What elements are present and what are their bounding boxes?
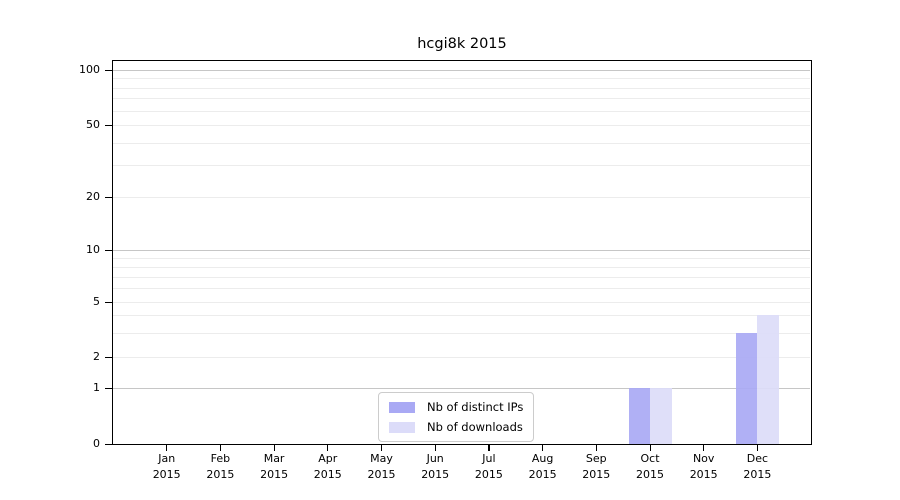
x-tick-label-jul: Jul 2015 <box>474 452 503 481</box>
gridline-minor-50 <box>113 125 810 126</box>
gridline-minor-80 <box>113 87 810 89</box>
legend-swatch-downloads <box>389 421 415 433</box>
y-tick-2 <box>105 356 112 358</box>
y-tick-50 <box>105 124 112 126</box>
x-tick-jul <box>488 444 490 451</box>
y-tick-label-50: 50 <box>86 118 100 131</box>
x-tick-mar <box>273 444 275 451</box>
y-tick-100 <box>105 69 112 71</box>
gridline-minor-8 <box>113 266 810 268</box>
gridline-major-10 <box>113 250 810 251</box>
gridline-minor-9 <box>113 257 810 259</box>
gridline-minor-4 <box>113 315 810 317</box>
gridline-minor-6 <box>113 288 810 290</box>
x-tick-label-jun: Jun 2015 <box>421 452 450 481</box>
gridline-minor-7 <box>113 276 810 278</box>
y-tick-1 <box>105 387 112 389</box>
gridline-minor-90 <box>113 78 810 80</box>
x-tick-label-mar: Mar 2015 <box>260 452 289 481</box>
gridline-minor-20 <box>113 197 810 198</box>
x-tick-jun <box>434 444 436 451</box>
x-tick-label-aug: Aug 2015 <box>528 452 557 481</box>
gridline-minor-60 <box>113 110 810 112</box>
gridline-major-100 <box>113 70 810 71</box>
x-tick-label-jan: Jan 2015 <box>152 452 181 481</box>
chart-title: hcgi8k 2015 <box>417 36 507 52</box>
y-tick-10 <box>105 249 112 251</box>
gridline-minor-70 <box>113 98 810 100</box>
x-tick-label-dec: Dec 2015 <box>743 452 772 481</box>
gridline-minor-30 <box>113 165 810 167</box>
x-tick-sep <box>595 444 597 451</box>
legend: Nb of distinct IPs Nb of downloads <box>378 392 535 442</box>
y-tick-20 <box>105 196 112 198</box>
y-tick-label-2: 2 <box>93 350 100 363</box>
legend-row-distinct-ips: Nb of distinct IPs <box>389 400 523 414</box>
legend-label-downloads: Nb of downloads <box>427 420 523 434</box>
x-tick-jan <box>166 444 168 451</box>
x-tick-label-feb: Feb 2015 <box>206 452 235 481</box>
x-tick-feb <box>219 444 222 451</box>
x-tick-label-apr: Apr 2015 <box>313 452 342 481</box>
x-tick-nov <box>703 444 705 451</box>
x-tick-apr <box>327 444 329 451</box>
y-tick-label-10: 10 <box>86 243 100 256</box>
gridline-minor-2 <box>113 357 810 358</box>
x-tick-label-nov: Nov 2015 <box>689 452 718 481</box>
bar-distinct-ips-dec <box>735 332 758 444</box>
bar-downloads-dec <box>757 315 779 444</box>
x-tick-label-may: May 2015 <box>367 452 396 481</box>
bar-downloads-oct <box>650 388 672 444</box>
gridline-major-1 <box>113 388 810 389</box>
x-tick-label-oct: Oct 2015 <box>636 452 664 481</box>
y-tick-label-1: 1 <box>93 381 100 394</box>
legend-row-downloads: Nb of downloads <box>389 420 523 434</box>
bar-distinct-ips-oct <box>628 388 650 444</box>
legend-swatch-distinct-ips <box>389 401 415 413</box>
y-tick-5 <box>105 301 112 303</box>
x-tick-may <box>381 444 383 451</box>
y-tick-label-5: 5 <box>93 295 100 308</box>
legend-label-distinct-ips: Nb of distinct IPs <box>427 400 524 414</box>
gridline-minor-40 <box>113 142 810 144</box>
y-tick-label-0: 0 <box>93 437 100 450</box>
y-tick-label-100: 100 <box>79 63 100 76</box>
gridline-minor-3 <box>113 332 810 334</box>
x-tick-dec <box>756 444 759 451</box>
x-tick-oct <box>649 444 651 451</box>
x-tick-aug <box>542 444 544 451</box>
x-tick-label-sep: Sep 2015 <box>582 452 611 481</box>
y-tick-label-20: 20 <box>86 190 100 203</box>
y-tick-0 <box>105 443 112 445</box>
gridline-minor-5 <box>113 302 810 303</box>
